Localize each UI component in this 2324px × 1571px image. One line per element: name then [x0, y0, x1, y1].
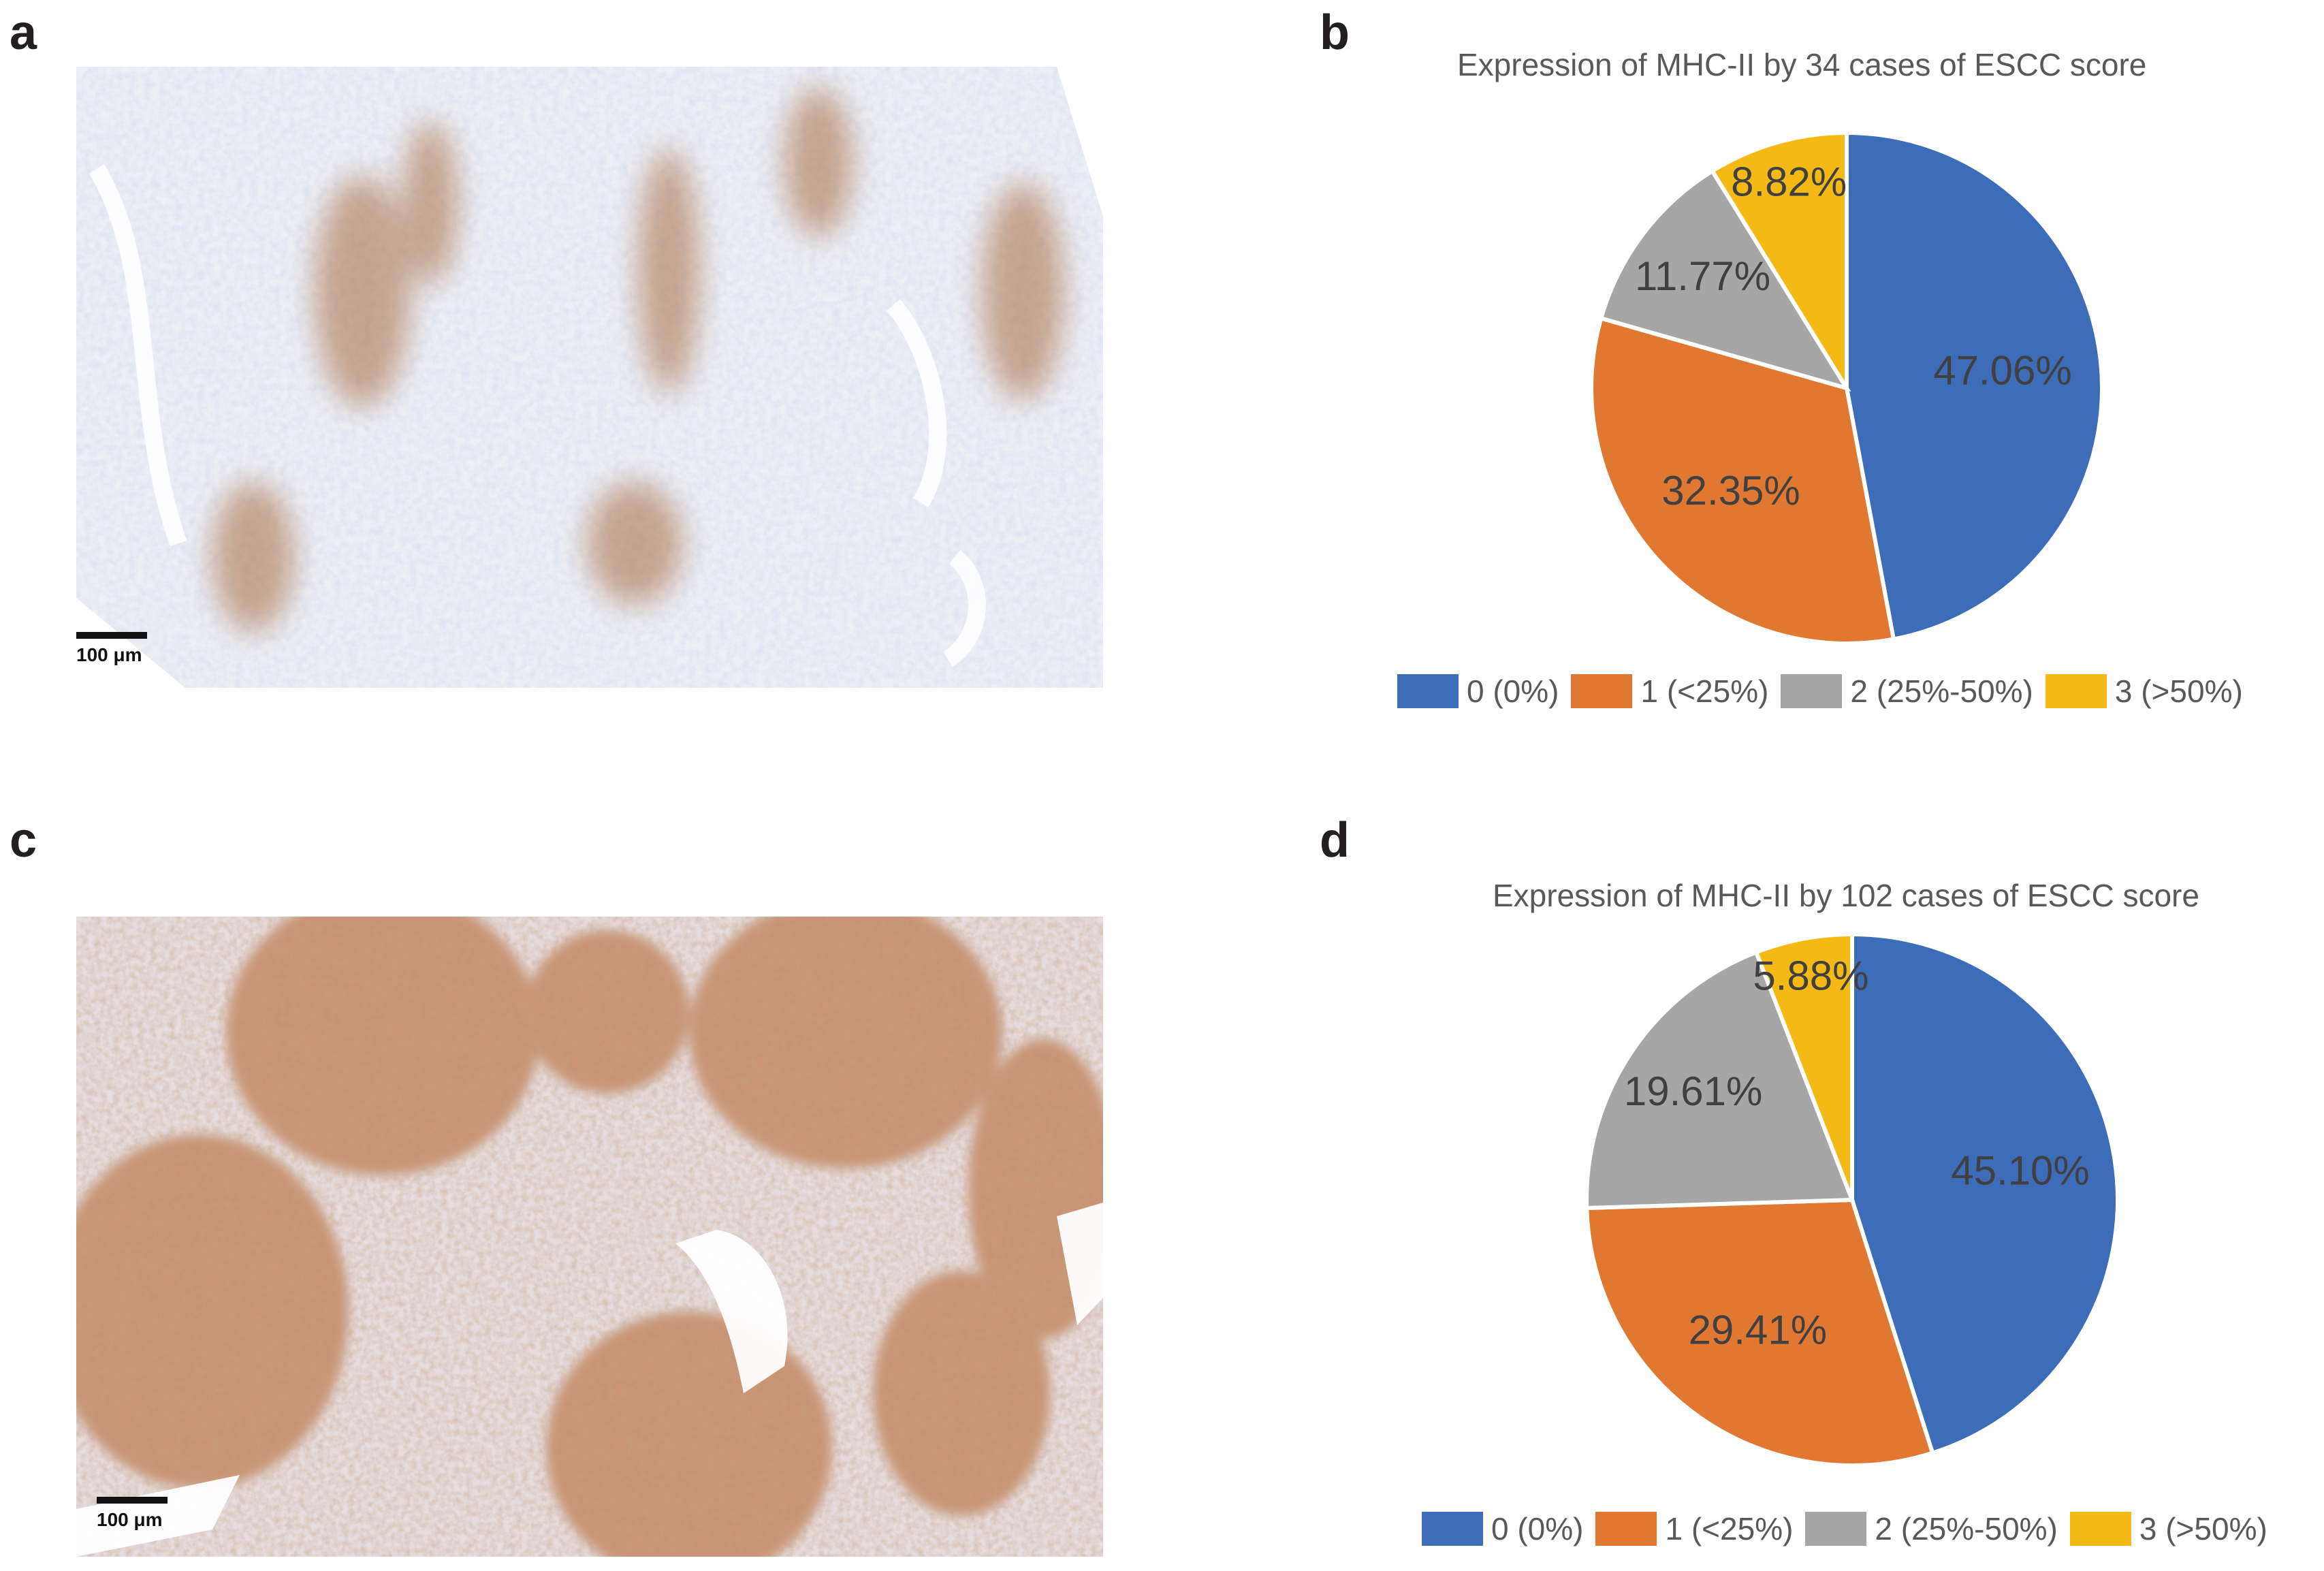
- pie-slice-0: [1850, 932, 2120, 1456]
- pie-slice-0: [1845, 130, 2104, 642]
- pie-label-2: 19.61%: [1624, 1068, 1763, 1114]
- legend-label-0: 0 (0%): [1491, 1511, 1584, 1546]
- legend-label-2: 2 (25%-50%): [1850, 673, 2033, 709]
- pie-label-0: 45.10%: [1951, 1148, 2090, 1194]
- scalebar-c-label: 100 μm: [97, 1509, 163, 1530]
- micrograph-c: [76, 917, 1103, 1557]
- pie-label-2: 11.77%: [1635, 253, 1770, 299]
- legend-item-3: 3 (>50%): [2045, 673, 2243, 710]
- legend-swatch-0: [1397, 674, 1459, 708]
- panel-letter-a: a: [10, 5, 37, 60]
- pie-label-1: 29.41%: [1689, 1307, 1828, 1353]
- legend-label-3: 3 (>50%): [2114, 673, 2243, 709]
- chart-d-pie: 45.10% 29.41% 19.61% 5.88%: [1585, 932, 2120, 1467]
- legend-item-2: 2 (25%-50%): [1781, 673, 2033, 710]
- scalebar-a-label: 100 μm: [76, 644, 142, 665]
- pie-slice-2: [1585, 949, 1856, 1211]
- legend-swatch-1: [1595, 1512, 1657, 1546]
- legend-swatch-0: [1422, 1512, 1483, 1546]
- pie-slice-3: [1753, 932, 1854, 1201]
- pie-label-3: 5.88%: [1753, 953, 1868, 998]
- legend-swatch-3: [2069, 1512, 2131, 1546]
- pie-slice-1: [1585, 1197, 1935, 1467]
- scalebar-c: 100 μm: [97, 1497, 168, 1531]
- legend-label-2: 2 (25%-50%): [1875, 1511, 2058, 1546]
- chart-d-legend: 0 (0%) 1 (<25%) 2 (25%-50%) 3 (>50%): [1422, 1510, 2280, 1547]
- legend-label-1: 1 (<25%): [1665, 1511, 1794, 1546]
- panel-letter-b: b: [1320, 5, 1350, 60]
- legend-item-1: 1 (<25%): [1571, 673, 1768, 710]
- pie-label-0: 47.06%: [1933, 348, 2072, 394]
- legend-item-1: 1 (<25%): [1595, 1510, 1793, 1547]
- legend-swatch-1: [1571, 674, 1633, 708]
- legend-item-2: 2 (25%-50%): [1805, 1510, 2058, 1547]
- pie-label-3: 8.82%: [1731, 159, 1847, 205]
- legend-item-0: 0 (0%): [1397, 673, 1559, 710]
- legend-label-1: 1 (<25%): [1640, 673, 1769, 709]
- legend-swatch-3: [2045, 674, 2107, 708]
- legend-label-3: 3 (>50%): [2139, 1511, 2267, 1546]
- legend-swatch-2: [1781, 674, 1843, 708]
- legend-swatch-2: [1805, 1512, 1867, 1546]
- pie-slice-1: [1589, 315, 1896, 646]
- chart-d-title: Expression of MHC-II by 102 cases of ESC…: [1493, 878, 2199, 913]
- scalebar-c-bar: [97, 1497, 168, 1504]
- pie-slice-3: [1709, 130, 1849, 396]
- panel-letter-d: d: [1320, 813, 1350, 868]
- chart-b-pie: 47.06% 32.35% 11.77% 8.82%: [1589, 130, 2104, 646]
- panel-letter-c: c: [10, 813, 37, 868]
- chart-b-title: Expression of MHC-II by 34 cases of ESCC…: [1457, 47, 2147, 82]
- pie-slice-2: [1598, 168, 1851, 392]
- scalebar-a: 100 μm: [76, 632, 147, 666]
- legend-item-3: 3 (>50%): [2069, 1510, 2267, 1547]
- legend-label-0: 0 (0%): [1467, 673, 1559, 709]
- scalebar-a-bar: [76, 632, 147, 639]
- chart-b-legend: 0 (0%) 1 (<25%) 2 (25%-50%) 3 (>50%): [1397, 673, 2255, 710]
- pie-label-1: 32.35%: [1661, 468, 1800, 513]
- micrograph-a: [76, 67, 1103, 688]
- legend-item-0: 0 (0%): [1422, 1510, 1583, 1547]
